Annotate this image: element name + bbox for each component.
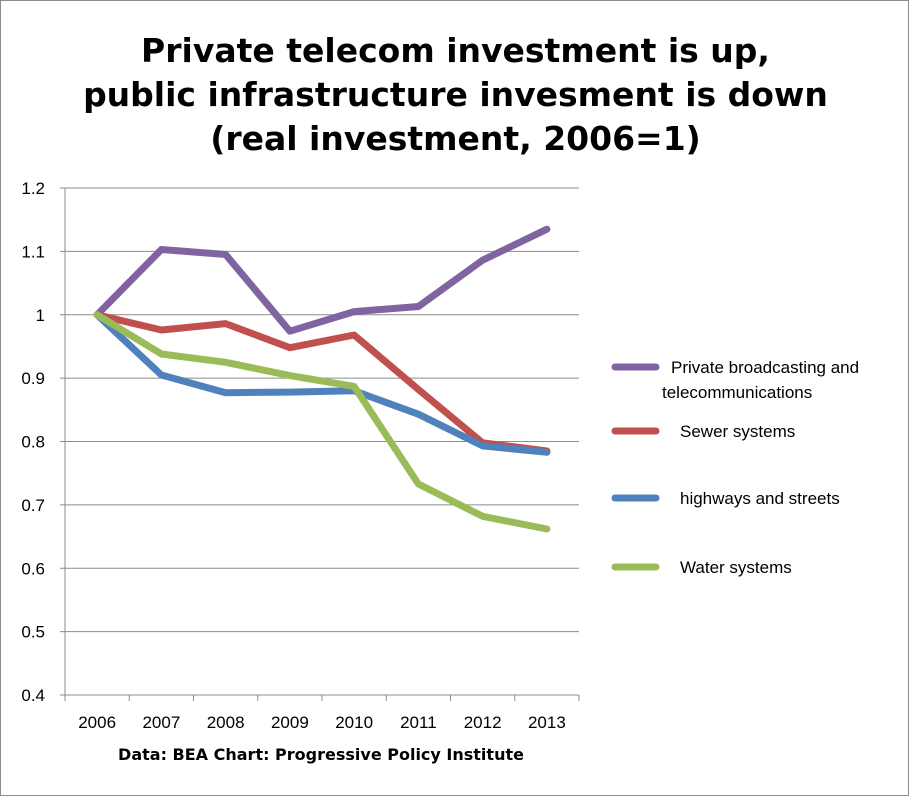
chart-title-line-1: Private telecom investment is up, (141, 31, 770, 70)
x-tick-label: 2006 (78, 713, 116, 732)
x-tick-label: 2009 (271, 713, 309, 732)
chart-caption: Data: BEA Chart: Progressive Policy Inst… (118, 745, 524, 764)
y-tick-label: 1.2 (21, 179, 45, 198)
series-line-3 (93, 311, 551, 533)
x-tick-label: 2013 (528, 713, 566, 732)
y-tick-label: 0.5 (21, 623, 45, 642)
x-tick-label: 2012 (464, 713, 502, 732)
x-tick-label: 2007 (142, 713, 180, 732)
y-tick-label: 0.8 (21, 433, 45, 452)
legend-label-2: highways and streets (680, 489, 840, 508)
y-tick-label: 0.9 (21, 369, 45, 388)
y-tick-label: 1 (36, 306, 45, 325)
y-tick-label: 0.6 (21, 559, 45, 578)
chart-title: Private telecom investment is up, public… (1, 29, 909, 161)
legend-label-0: Private broadcasting and (671, 358, 859, 377)
series-line-0 (93, 225, 551, 335)
x-tick-label: 2011 (400, 713, 437, 732)
chart-title-line-2: public infrastructure invesment is down (83, 75, 828, 114)
series-line-2 (93, 311, 551, 456)
legend-label-0: telecommunications (662, 383, 812, 402)
y-tick-label: 0.4 (21, 686, 45, 705)
chart-title-line-3: (real investment, 2006=1) (210, 119, 701, 158)
series-line-1 (93, 311, 551, 455)
legend-label-3: Water systems (680, 558, 792, 577)
y-tick-label: 0.7 (21, 496, 45, 515)
legend-label-1: Sewer systems (680, 422, 795, 441)
x-tick-label: 2010 (335, 713, 373, 732)
y-tick-label: 1.1 (21, 242, 45, 261)
x-tick-label: 2008 (207, 713, 245, 732)
